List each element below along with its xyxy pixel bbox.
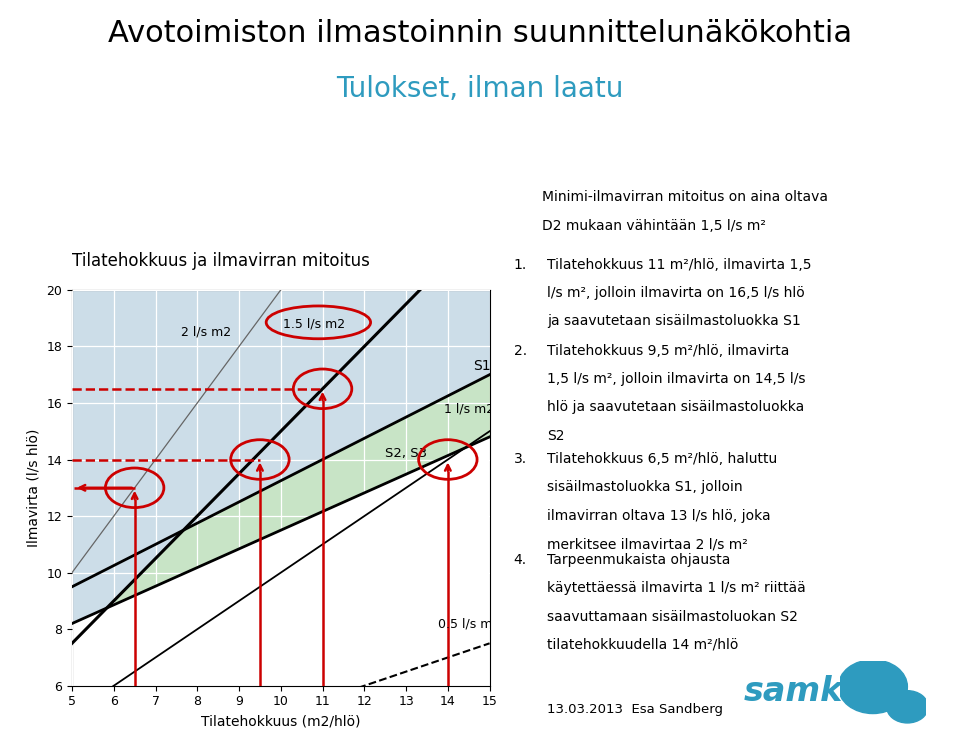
Text: käytettäessä ilmavirta 1 l/s m² riittää: käytettäessä ilmavirta 1 l/s m² riittää <box>547 581 806 595</box>
Text: Tilatehokkuus ja ilmavirran mitoitus: Tilatehokkuus ja ilmavirran mitoitus <box>72 252 370 270</box>
Text: 1 l/s m2: 1 l/s m2 <box>444 402 493 415</box>
Text: merkitsee ilmavirtaa 2 l/s m²: merkitsee ilmavirtaa 2 l/s m² <box>547 537 748 551</box>
Y-axis label: Ilmavirta (l/s hlö): Ilmavirta (l/s hlö) <box>27 429 41 547</box>
Text: saavuttamaan sisäilmastoluokan S2: saavuttamaan sisäilmastoluokan S2 <box>547 610 798 624</box>
Text: l/s m², jolloin ilmavirta on 16,5 l/s hlö: l/s m², jolloin ilmavirta on 16,5 l/s hl… <box>547 286 804 300</box>
Text: D2 mukaan vähintään 1,5 l/s m²: D2 mukaan vähintään 1,5 l/s m² <box>542 219 766 233</box>
Text: S2: S2 <box>547 429 564 443</box>
X-axis label: Tilatehokkuus (m2/hlö): Tilatehokkuus (m2/hlö) <box>201 714 361 728</box>
Text: 13.03.2013  Esa Sandberg: 13.03.2013 Esa Sandberg <box>547 703 723 716</box>
Text: hlö ja saavutetaan sisäilmastoluokka: hlö ja saavutetaan sisäilmastoluokka <box>547 400 804 415</box>
Text: tilatehokkuudella 14 m²/hlö: tilatehokkuudella 14 m²/hlö <box>547 638 738 652</box>
Text: 1,5 l/s m², jolloin ilmavirta on 14,5 l/s: 1,5 l/s m², jolloin ilmavirta on 14,5 l/… <box>547 372 805 386</box>
Text: ilmavirran oltava 13 l/s hlö, joka: ilmavirran oltava 13 l/s hlö, joka <box>547 509 771 523</box>
Text: Minimi-ilmavirran mitoitus on aina oltava: Minimi-ilmavirran mitoitus on aina oltav… <box>542 190 828 205</box>
Text: 2 l/s m2: 2 l/s m2 <box>180 326 230 338</box>
Text: S2, S3: S2, S3 <box>385 447 427 459</box>
Text: Tilatehokkuus 9,5 m²/hlö, ilmavirta: Tilatehokkuus 9,5 m²/hlö, ilmavirta <box>547 344 789 358</box>
Text: sisäilmastoluokka S1, jolloin: sisäilmastoluokka S1, jolloin <box>547 480 743 495</box>
Text: samk: samk <box>744 675 844 708</box>
Text: 2.: 2. <box>514 344 527 358</box>
Circle shape <box>838 660 907 713</box>
Text: 0.5 l/s m2: 0.5 l/s m2 <box>438 617 500 630</box>
Text: Tulokset, ilman laatu: Tulokset, ilman laatu <box>336 75 624 102</box>
Text: Tilatehokkuus 6,5 m²/hlö, haluttu: Tilatehokkuus 6,5 m²/hlö, haluttu <box>547 452 778 466</box>
Text: Tarpeenmukaista ohjausta: Tarpeenmukaista ohjausta <box>547 553 731 567</box>
Text: 3.: 3. <box>514 452 527 466</box>
Circle shape <box>887 691 928 723</box>
Text: Avotoimiston ilmastoinnin suunnittelunäkökohtia: Avotoimiston ilmastoinnin suunnittelunäk… <box>108 19 852 48</box>
Text: ja saavutetaan sisäilmastoluokka S1: ja saavutetaan sisäilmastoluokka S1 <box>547 314 801 329</box>
Text: Tilatehokkuus 11 m²/hlö, ilmavirta 1,5: Tilatehokkuus 11 m²/hlö, ilmavirta 1,5 <box>547 258 812 272</box>
Text: 1.5 l/s m2: 1.5 l/s m2 <box>283 317 346 330</box>
Text: 4.: 4. <box>514 553 527 567</box>
Text: 1.: 1. <box>514 258 527 272</box>
Text: S1: S1 <box>473 359 491 374</box>
